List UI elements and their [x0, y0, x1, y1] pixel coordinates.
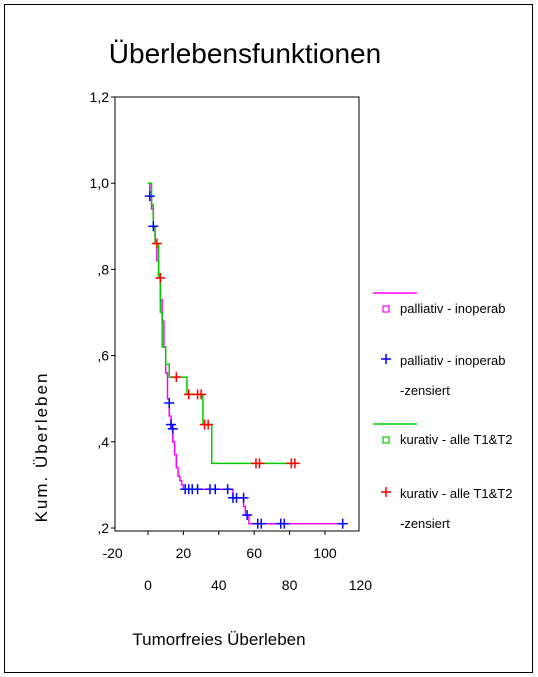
censor-mark — [203, 419, 214, 430]
legend: palliativ - inoperab palliativ - inoperab… — [373, 271, 512, 531]
series-layer — [144, 182, 348, 529]
censor-mark — [155, 273, 166, 284]
legend-plus-icon — [381, 354, 391, 364]
chart-canvas: Überlebensfunktionen ,2 ,4 ,6 ,8 1,0 1,2 -20 2… — [32, 38, 512, 649]
chart-title: Überlebensfunktionen — [109, 38, 381, 69]
legend-square-icon — [382, 436, 390, 444]
legend-label: palliativ - inoperab — [400, 301, 506, 316]
y-tick-label: ,2 — [97, 520, 109, 536]
y-axis: ,2 ,4 ,6 ,8 1,0 1,2 — [90, 89, 115, 536]
y-tick-label: ,8 — [97, 261, 109, 277]
censor-mark — [192, 484, 203, 495]
censor-mark — [337, 518, 348, 529]
legend-plus-icon — [381, 487, 391, 497]
legend-label: -zensiert — [400, 383, 450, 398]
legend-label: -zensiert — [400, 516, 450, 531]
censor-mark — [166, 419, 177, 430]
censor-mark — [289, 458, 300, 469]
y-tick-label: 1,2 — [90, 89, 110, 105]
censor-mark — [254, 458, 265, 469]
censor-mark — [222, 484, 233, 495]
chart-frame: Überlebensfunktionen ,2 ,4 ,6 ,8 1,0 1,2 -20 2… — [4, 4, 533, 673]
x-tick-label: 60 — [246, 545, 262, 561]
x-tick-label: 40 — [211, 577, 227, 593]
censor-mark — [183, 389, 194, 400]
x-tick-label: 80 — [282, 577, 298, 593]
legend-label: palliativ - inoperab — [400, 353, 506, 368]
censor-mark — [167, 423, 178, 434]
censor-mark — [151, 238, 162, 249]
x-axis: -20 20 60 100 0 40 80 120 — [102, 531, 372, 593]
x-tick-label: 0 — [144, 577, 152, 593]
plot-area — [114, 96, 360, 532]
legend-square-icon — [382, 305, 390, 313]
legend-label: kurativ - alle T1&T2 — [400, 486, 512, 501]
censor-mark — [242, 510, 253, 521]
x-tick-label: 120 — [349, 577, 373, 593]
censor-mark — [256, 518, 267, 529]
y-tick-label: ,6 — [97, 348, 109, 364]
censor-mark — [196, 389, 207, 400]
y-tick-label: ,4 — [97, 434, 109, 450]
y-axis-label: Kum. Überleben — [32, 372, 51, 523]
censor-mark — [144, 191, 155, 202]
x-axis-label: Tumorfreies Überleben — [132, 630, 305, 649]
legend-label: kurativ - alle T1&T2 — [400, 432, 512, 447]
censor-mark — [210, 484, 221, 495]
y-tick-label: 1,0 — [90, 175, 110, 191]
x-tick-label: 100 — [313, 545, 337, 561]
censor-mark — [171, 372, 182, 383]
censor-mark — [238, 492, 249, 503]
censor-mark — [148, 221, 159, 232]
censor-mark — [164, 398, 175, 409]
censor-mark — [279, 518, 290, 529]
x-tick-label: -20 — [102, 545, 122, 561]
x-tick-label: 20 — [176, 545, 192, 561]
